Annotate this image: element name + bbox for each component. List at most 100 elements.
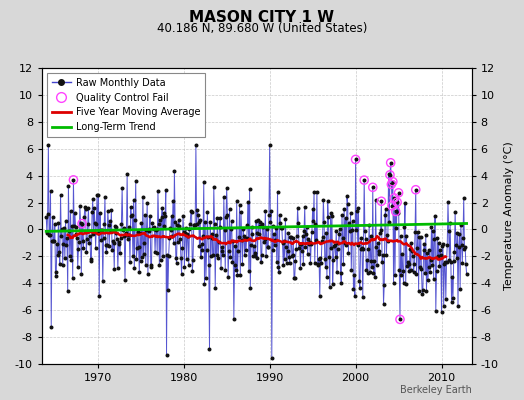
Point	[232, 267, 240, 274]
Point	[362, 267, 370, 274]
Point	[250, 243, 258, 250]
Point	[98, 227, 106, 234]
Point	[429, 228, 437, 234]
Point	[368, 184, 377, 190]
Point	[447, 298, 456, 305]
Point	[305, 241, 313, 247]
Point	[225, 206, 234, 212]
Point	[258, 220, 267, 227]
Point	[286, 260, 294, 266]
Point	[139, 194, 147, 200]
Point	[321, 256, 329, 262]
Point	[107, 206, 116, 213]
Point	[337, 280, 345, 286]
Point	[301, 244, 310, 250]
Point	[256, 223, 265, 230]
Point	[446, 259, 455, 265]
Point	[297, 241, 305, 248]
Point	[119, 224, 128, 231]
Point	[200, 280, 209, 287]
Point	[458, 260, 466, 266]
Point	[83, 220, 92, 227]
Point	[325, 284, 334, 290]
Point	[304, 236, 312, 242]
Point	[230, 315, 238, 322]
Point	[135, 269, 144, 276]
Point	[53, 252, 62, 258]
Point	[86, 233, 94, 240]
Point	[387, 181, 396, 188]
Point	[259, 224, 267, 230]
Point	[248, 231, 257, 238]
Point	[309, 206, 317, 212]
Point	[73, 235, 81, 242]
Point	[244, 199, 253, 206]
Point	[409, 269, 418, 275]
Point	[228, 259, 237, 266]
Point	[198, 247, 206, 253]
Point	[373, 262, 381, 268]
Point	[194, 212, 202, 218]
Point	[405, 261, 413, 268]
Point	[208, 230, 216, 237]
Point	[122, 229, 130, 236]
Point	[298, 248, 306, 254]
Point	[454, 244, 463, 250]
Point	[44, 142, 52, 148]
Point	[293, 233, 301, 239]
Point	[425, 247, 433, 253]
Point	[61, 218, 70, 225]
Point	[288, 252, 297, 258]
Point	[163, 251, 171, 258]
Point	[354, 242, 362, 248]
Point	[126, 259, 134, 266]
Point	[114, 264, 122, 271]
Point	[168, 233, 177, 240]
Point	[272, 225, 280, 231]
Point	[45, 232, 53, 238]
Point	[213, 215, 222, 222]
Point	[364, 246, 373, 252]
Point	[148, 220, 156, 226]
Point	[210, 220, 219, 227]
Point	[102, 242, 110, 248]
Point	[79, 245, 88, 251]
Point	[424, 277, 432, 284]
Point	[67, 208, 75, 214]
Point	[133, 245, 141, 252]
Point	[296, 241, 304, 248]
Point	[387, 160, 395, 166]
Point	[99, 278, 107, 284]
Point	[81, 206, 90, 212]
Point	[112, 230, 121, 236]
Point	[238, 261, 247, 268]
Point	[78, 220, 86, 227]
Point	[48, 214, 57, 220]
Point	[374, 240, 382, 246]
Point	[152, 225, 161, 232]
Point	[443, 242, 452, 248]
Point	[410, 261, 419, 267]
Point	[355, 277, 363, 284]
Point	[91, 245, 100, 251]
Point	[169, 198, 177, 204]
Point	[307, 240, 315, 247]
Point	[274, 264, 282, 270]
Point	[69, 275, 77, 282]
Point	[424, 264, 433, 270]
Point	[241, 236, 249, 242]
Point	[351, 293, 359, 300]
Point	[239, 232, 248, 239]
Point	[188, 209, 196, 215]
Point	[114, 240, 123, 247]
Point	[323, 274, 331, 280]
Point	[370, 258, 378, 264]
Point	[268, 222, 277, 229]
Point	[137, 257, 145, 264]
Point	[276, 220, 285, 227]
Point	[434, 253, 442, 260]
Point	[396, 316, 404, 322]
Point	[387, 160, 395, 166]
Point	[409, 253, 417, 259]
Point	[412, 271, 421, 277]
